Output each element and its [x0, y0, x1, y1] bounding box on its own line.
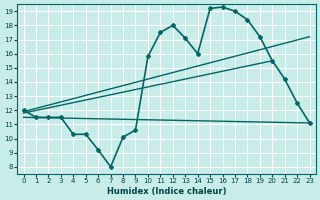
X-axis label: Humidex (Indice chaleur): Humidex (Indice chaleur)	[107, 187, 226, 196]
